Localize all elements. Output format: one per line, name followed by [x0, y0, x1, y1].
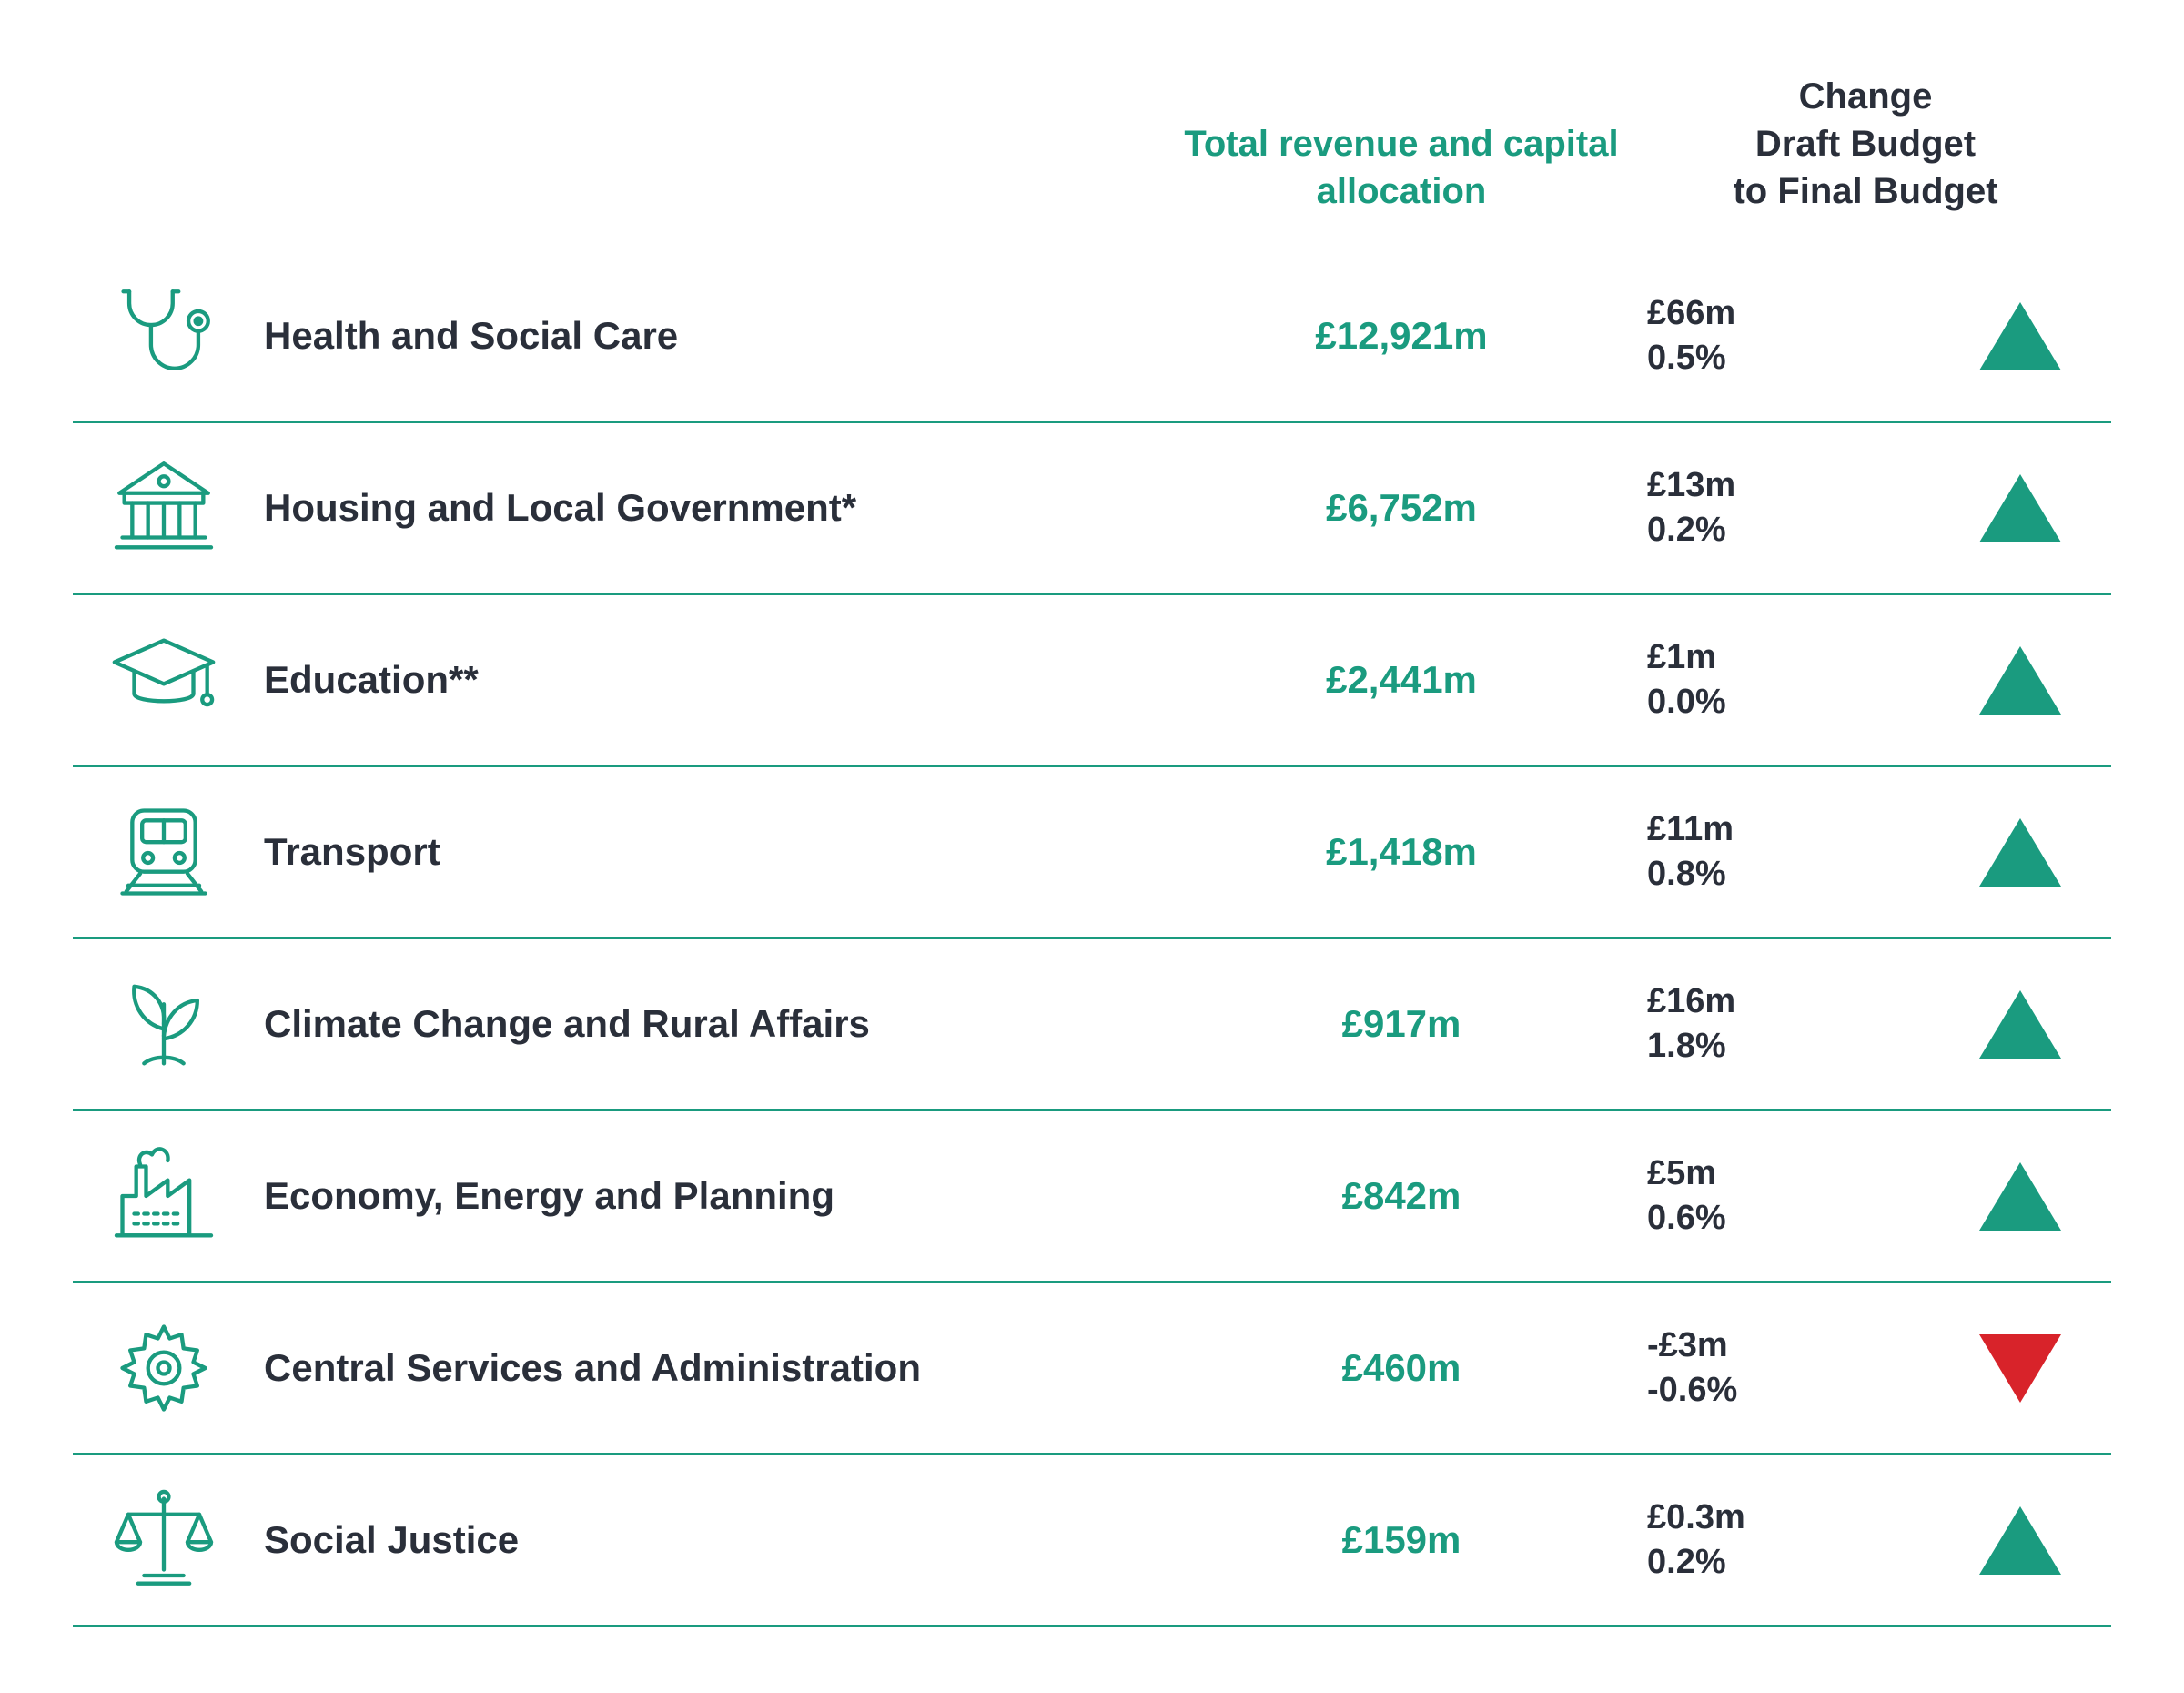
- row-label: Central Services and Administration: [255, 1346, 1183, 1390]
- row-change: £11m 0.8%: [1620, 810, 1929, 894]
- row-change-pct: 0.5%: [1647, 339, 1929, 378]
- table-row: Social Justice£159m £0.3m 0.2%: [73, 1455, 2111, 1627]
- row-allocation: £842m: [1183, 1174, 1620, 1218]
- arrow-up-icon: [1929, 646, 2111, 715]
- arrow-up-icon: [1929, 818, 2111, 887]
- arrow-down-icon: [1929, 1334, 2111, 1403]
- table-row: Climate Change and Rural Affairs£917m£16…: [73, 939, 2111, 1111]
- stethoscope-icon: [73, 277, 255, 395]
- row-change-value: £13m: [1647, 466, 1929, 505]
- row-allocation: £460m: [1183, 1346, 1620, 1390]
- row-label: Housing and Local Government*: [255, 486, 1183, 530]
- row-change-pct: 0.0%: [1647, 683, 1929, 722]
- row-change-pct: 0.2%: [1647, 1543, 1929, 1582]
- table-row: Housing and Local Government*£6,752m£13m…: [73, 423, 2111, 595]
- budget-table: Total revenue and capital allocation Cha…: [73, 55, 2111, 1627]
- row-allocation: £6,752m: [1183, 486, 1620, 530]
- row-label: Health and Social Care: [255, 314, 1183, 358]
- factory-icon: [73, 1137, 255, 1255]
- row-label: Economy, Energy and Planning: [255, 1174, 1183, 1218]
- header-allocation: Total revenue and capital allocation: [1183, 120, 1620, 215]
- row-allocation: £1,418m: [1183, 830, 1620, 874]
- row-change-pct: 0.2%: [1647, 511, 1929, 550]
- row-label: Climate Change and Rural Affairs: [255, 1002, 1183, 1046]
- row-change-value: -£3m: [1647, 1326, 1929, 1365]
- row-change: £16m 1.8%: [1620, 982, 1929, 1066]
- row-change-value: £5m: [1647, 1154, 1929, 1193]
- arrow-up-icon: [1929, 474, 2111, 542]
- row-label: Education**: [255, 658, 1183, 702]
- table-row: Education**£2,441m £1m 0.0%: [73, 595, 2111, 767]
- gear-icon: [73, 1309, 255, 1427]
- row-change: £5m 0.6%: [1620, 1154, 1929, 1238]
- table-row: Transport£1,418m £11m 0.8%: [73, 767, 2111, 939]
- row-change-pct: 0.8%: [1647, 855, 1929, 894]
- arrow-up-icon: [1929, 1162, 2111, 1231]
- row-change: -£3m -0.6%: [1620, 1326, 1929, 1410]
- row-change-pct: 1.8%: [1647, 1027, 1929, 1066]
- row-label: Social Justice: [255, 1518, 1183, 1562]
- table-row: Economy, Energy and Planning£842m £5m 0.6%: [73, 1111, 2111, 1283]
- arrow-up-icon: [1929, 302, 2111, 370]
- row-allocation: £159m: [1183, 1518, 1620, 1562]
- leaves-icon: [73, 965, 255, 1083]
- row-change-pct: -0.6%: [1647, 1371, 1929, 1410]
- train-icon: [73, 793, 255, 911]
- row-change: £1m 0.0%: [1620, 638, 1929, 722]
- row-change-value: £11m: [1647, 810, 1929, 849]
- arrow-up-icon: [1929, 1506, 2111, 1575]
- row-label: Transport: [255, 830, 1183, 874]
- row-allocation: £917m: [1183, 1002, 1620, 1046]
- arrow-up-icon: [1929, 990, 2111, 1059]
- table-header: Total revenue and capital allocation Cha…: [73, 55, 2111, 251]
- row-change-value: £1m: [1647, 638, 1929, 677]
- row-change: £66m 0.5%: [1620, 294, 1929, 378]
- row-allocation: £12,921m: [1183, 314, 1620, 358]
- government-building-icon: [73, 449, 255, 567]
- row-change-pct: 0.6%: [1647, 1199, 1929, 1238]
- row-change-value: £66m: [1647, 294, 1929, 333]
- scales-icon: [73, 1481, 255, 1599]
- row-change: £0.3m 0.2%: [1620, 1498, 1929, 1582]
- table-row: Central Services and Administration£460m…: [73, 1283, 2111, 1455]
- graduation-cap-icon: [73, 621, 255, 739]
- row-change-value: £16m: [1647, 982, 1929, 1021]
- table-row: Health and Social Care£12,921m £66m 0.5%: [73, 251, 2111, 423]
- header-change: Change Draft Budget to Final Budget: [1620, 73, 2111, 215]
- row-allocation: £2,441m: [1183, 658, 1620, 702]
- row-change: £13m 0.2%: [1620, 466, 1929, 550]
- row-change-value: £0.3m: [1647, 1498, 1929, 1537]
